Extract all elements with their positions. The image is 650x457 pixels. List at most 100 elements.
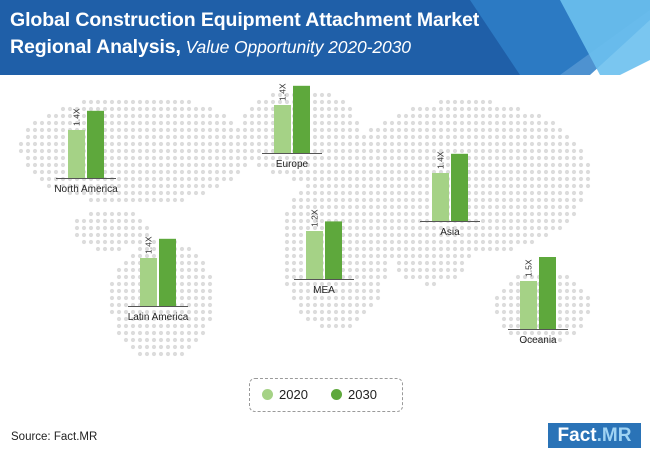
map-dot	[501, 169, 507, 175]
map-dot	[585, 169, 591, 175]
map-dot	[291, 253, 297, 259]
map-dot	[543, 197, 549, 203]
map-dot	[200, 190, 206, 196]
map-dot	[116, 148, 122, 154]
map-dot	[452, 232, 458, 238]
map-dot	[431, 127, 437, 133]
map-dot	[319, 281, 325, 287]
map-dot	[473, 197, 479, 203]
map-dot	[81, 113, 87, 119]
map-dot	[95, 183, 101, 189]
map-dot	[284, 232, 290, 238]
map-dot	[494, 309, 500, 315]
map-dot	[179, 330, 185, 336]
map-dot	[18, 148, 24, 154]
map-dot	[557, 176, 563, 182]
map-dot	[424, 176, 430, 182]
map-dot	[186, 141, 192, 147]
map-dot	[508, 225, 514, 231]
map-dot	[438, 267, 444, 273]
map-dot	[354, 295, 360, 301]
map-dot	[60, 169, 66, 175]
map-dot	[81, 239, 87, 245]
map-dot	[95, 239, 101, 245]
map-dot	[172, 127, 178, 133]
map-dot	[137, 316, 143, 322]
map-dot	[130, 218, 136, 224]
map-dot	[74, 120, 80, 126]
map-dot	[375, 197, 381, 203]
map-dot	[116, 106, 122, 112]
map-dot	[305, 225, 311, 231]
map-dot	[571, 162, 577, 168]
map-dot	[417, 197, 423, 203]
map-dot	[137, 323, 143, 329]
legend-label-2020: 2020	[279, 387, 308, 402]
map-dot	[46, 134, 52, 140]
map-dot	[242, 134, 248, 140]
map-dot	[487, 218, 493, 224]
map-dot	[193, 323, 199, 329]
map-dot	[494, 211, 500, 217]
map-dot	[347, 302, 353, 308]
map-dot	[137, 162, 143, 168]
map-dot	[382, 246, 388, 252]
map-dot	[347, 281, 353, 287]
map-dot	[144, 120, 150, 126]
map-dot	[501, 176, 507, 182]
map-dot	[53, 148, 59, 154]
map-dot	[46, 141, 52, 147]
map-dot	[515, 155, 521, 161]
map-dot	[179, 344, 185, 350]
map-dot	[403, 197, 409, 203]
map-dot	[536, 169, 542, 175]
map-dot	[165, 330, 171, 336]
map-dot	[116, 127, 122, 133]
map-dot	[123, 337, 129, 343]
map-dot	[396, 225, 402, 231]
map-dot	[326, 134, 332, 140]
map-dot	[109, 148, 115, 154]
map-dot	[305, 316, 311, 322]
map-dot	[116, 183, 122, 189]
map-dot	[501, 141, 507, 147]
map-dot	[144, 176, 150, 182]
map-dot	[417, 253, 423, 259]
map-dot	[375, 162, 381, 168]
header-shape	[0, 0, 650, 75]
map-dot	[298, 169, 304, 175]
map-dot	[312, 211, 318, 217]
map-dot	[263, 106, 269, 112]
map-dot	[137, 141, 143, 147]
map-dot	[158, 106, 164, 112]
map-dot	[340, 106, 346, 112]
bar-europe-2030	[293, 85, 310, 153]
map-dot	[466, 253, 472, 259]
map-dot	[445, 113, 451, 119]
map-dot	[368, 162, 374, 168]
map-dot	[186, 246, 192, 252]
map-dot	[333, 169, 339, 175]
map-dot	[298, 288, 304, 294]
map-dot	[347, 183, 353, 189]
map-dot	[326, 211, 332, 217]
map-dot	[137, 106, 143, 112]
map-dot	[25, 155, 31, 161]
map-dot	[445, 141, 451, 147]
map-dot	[172, 106, 178, 112]
map-dot	[347, 218, 353, 224]
map-dot	[445, 253, 451, 259]
map-dot	[291, 239, 297, 245]
region-label-oceania: Oceania	[519, 335, 557, 346]
map-dot	[389, 232, 395, 238]
map-dot	[88, 232, 94, 238]
map-dot	[480, 120, 486, 126]
map-dot	[312, 92, 318, 98]
map-dot	[410, 246, 416, 252]
map-dot	[284, 239, 290, 245]
map-dot	[319, 148, 325, 154]
map-dot	[417, 260, 423, 266]
map-dot	[361, 225, 367, 231]
map-dot	[361, 155, 367, 161]
